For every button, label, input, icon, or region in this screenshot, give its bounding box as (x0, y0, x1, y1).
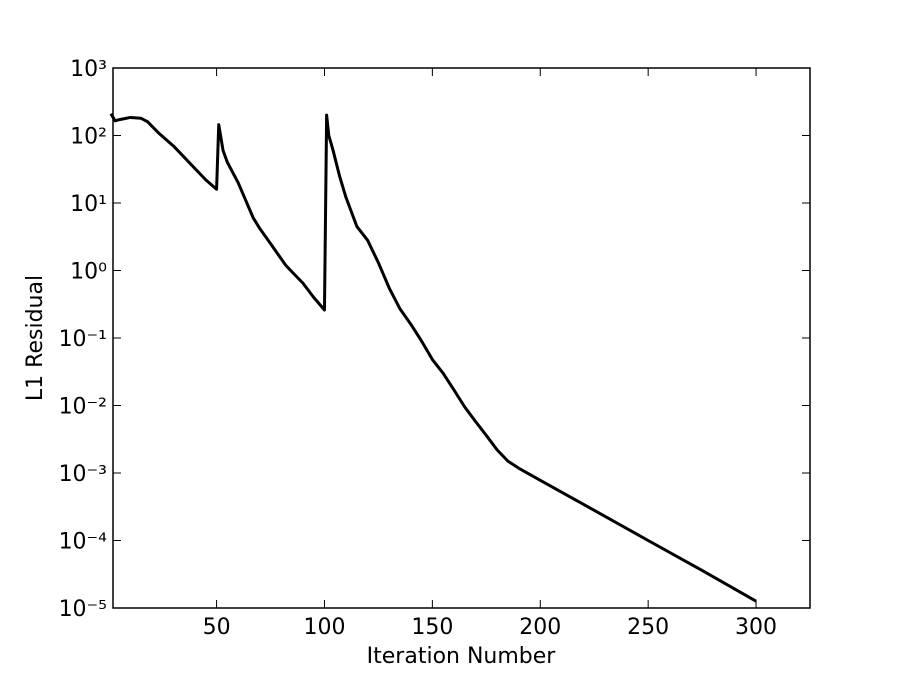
y-tick-label: 10⁻³ (59, 462, 107, 487)
y-tick-label: 10⁻² (59, 395, 107, 420)
x-tick-label: 250 (627, 615, 669, 640)
x-axis-label: Iteration Number (367, 644, 557, 669)
y-tick-label: 10⁻⁴ (59, 530, 108, 555)
x-tick-label: 100 (303, 615, 345, 640)
y-tick-label: 10² (70, 125, 107, 150)
data-line (109, 112, 757, 603)
x-tick-label: 200 (519, 615, 561, 640)
y-tick-label: 10³ (70, 57, 107, 82)
y-tick-label: 10¹ (70, 192, 107, 217)
y-tick-label: 10⁻⁵ (59, 597, 107, 622)
x-tick-label: 300 (735, 615, 777, 640)
x-tick-label: 150 (411, 615, 453, 640)
y-tick-label: 10⁻¹ (59, 327, 107, 352)
x-tick-label: 50 (203, 615, 231, 640)
y-tick-label: 10⁰ (70, 260, 107, 285)
y-axis-label: L1 Residual (23, 275, 48, 401)
